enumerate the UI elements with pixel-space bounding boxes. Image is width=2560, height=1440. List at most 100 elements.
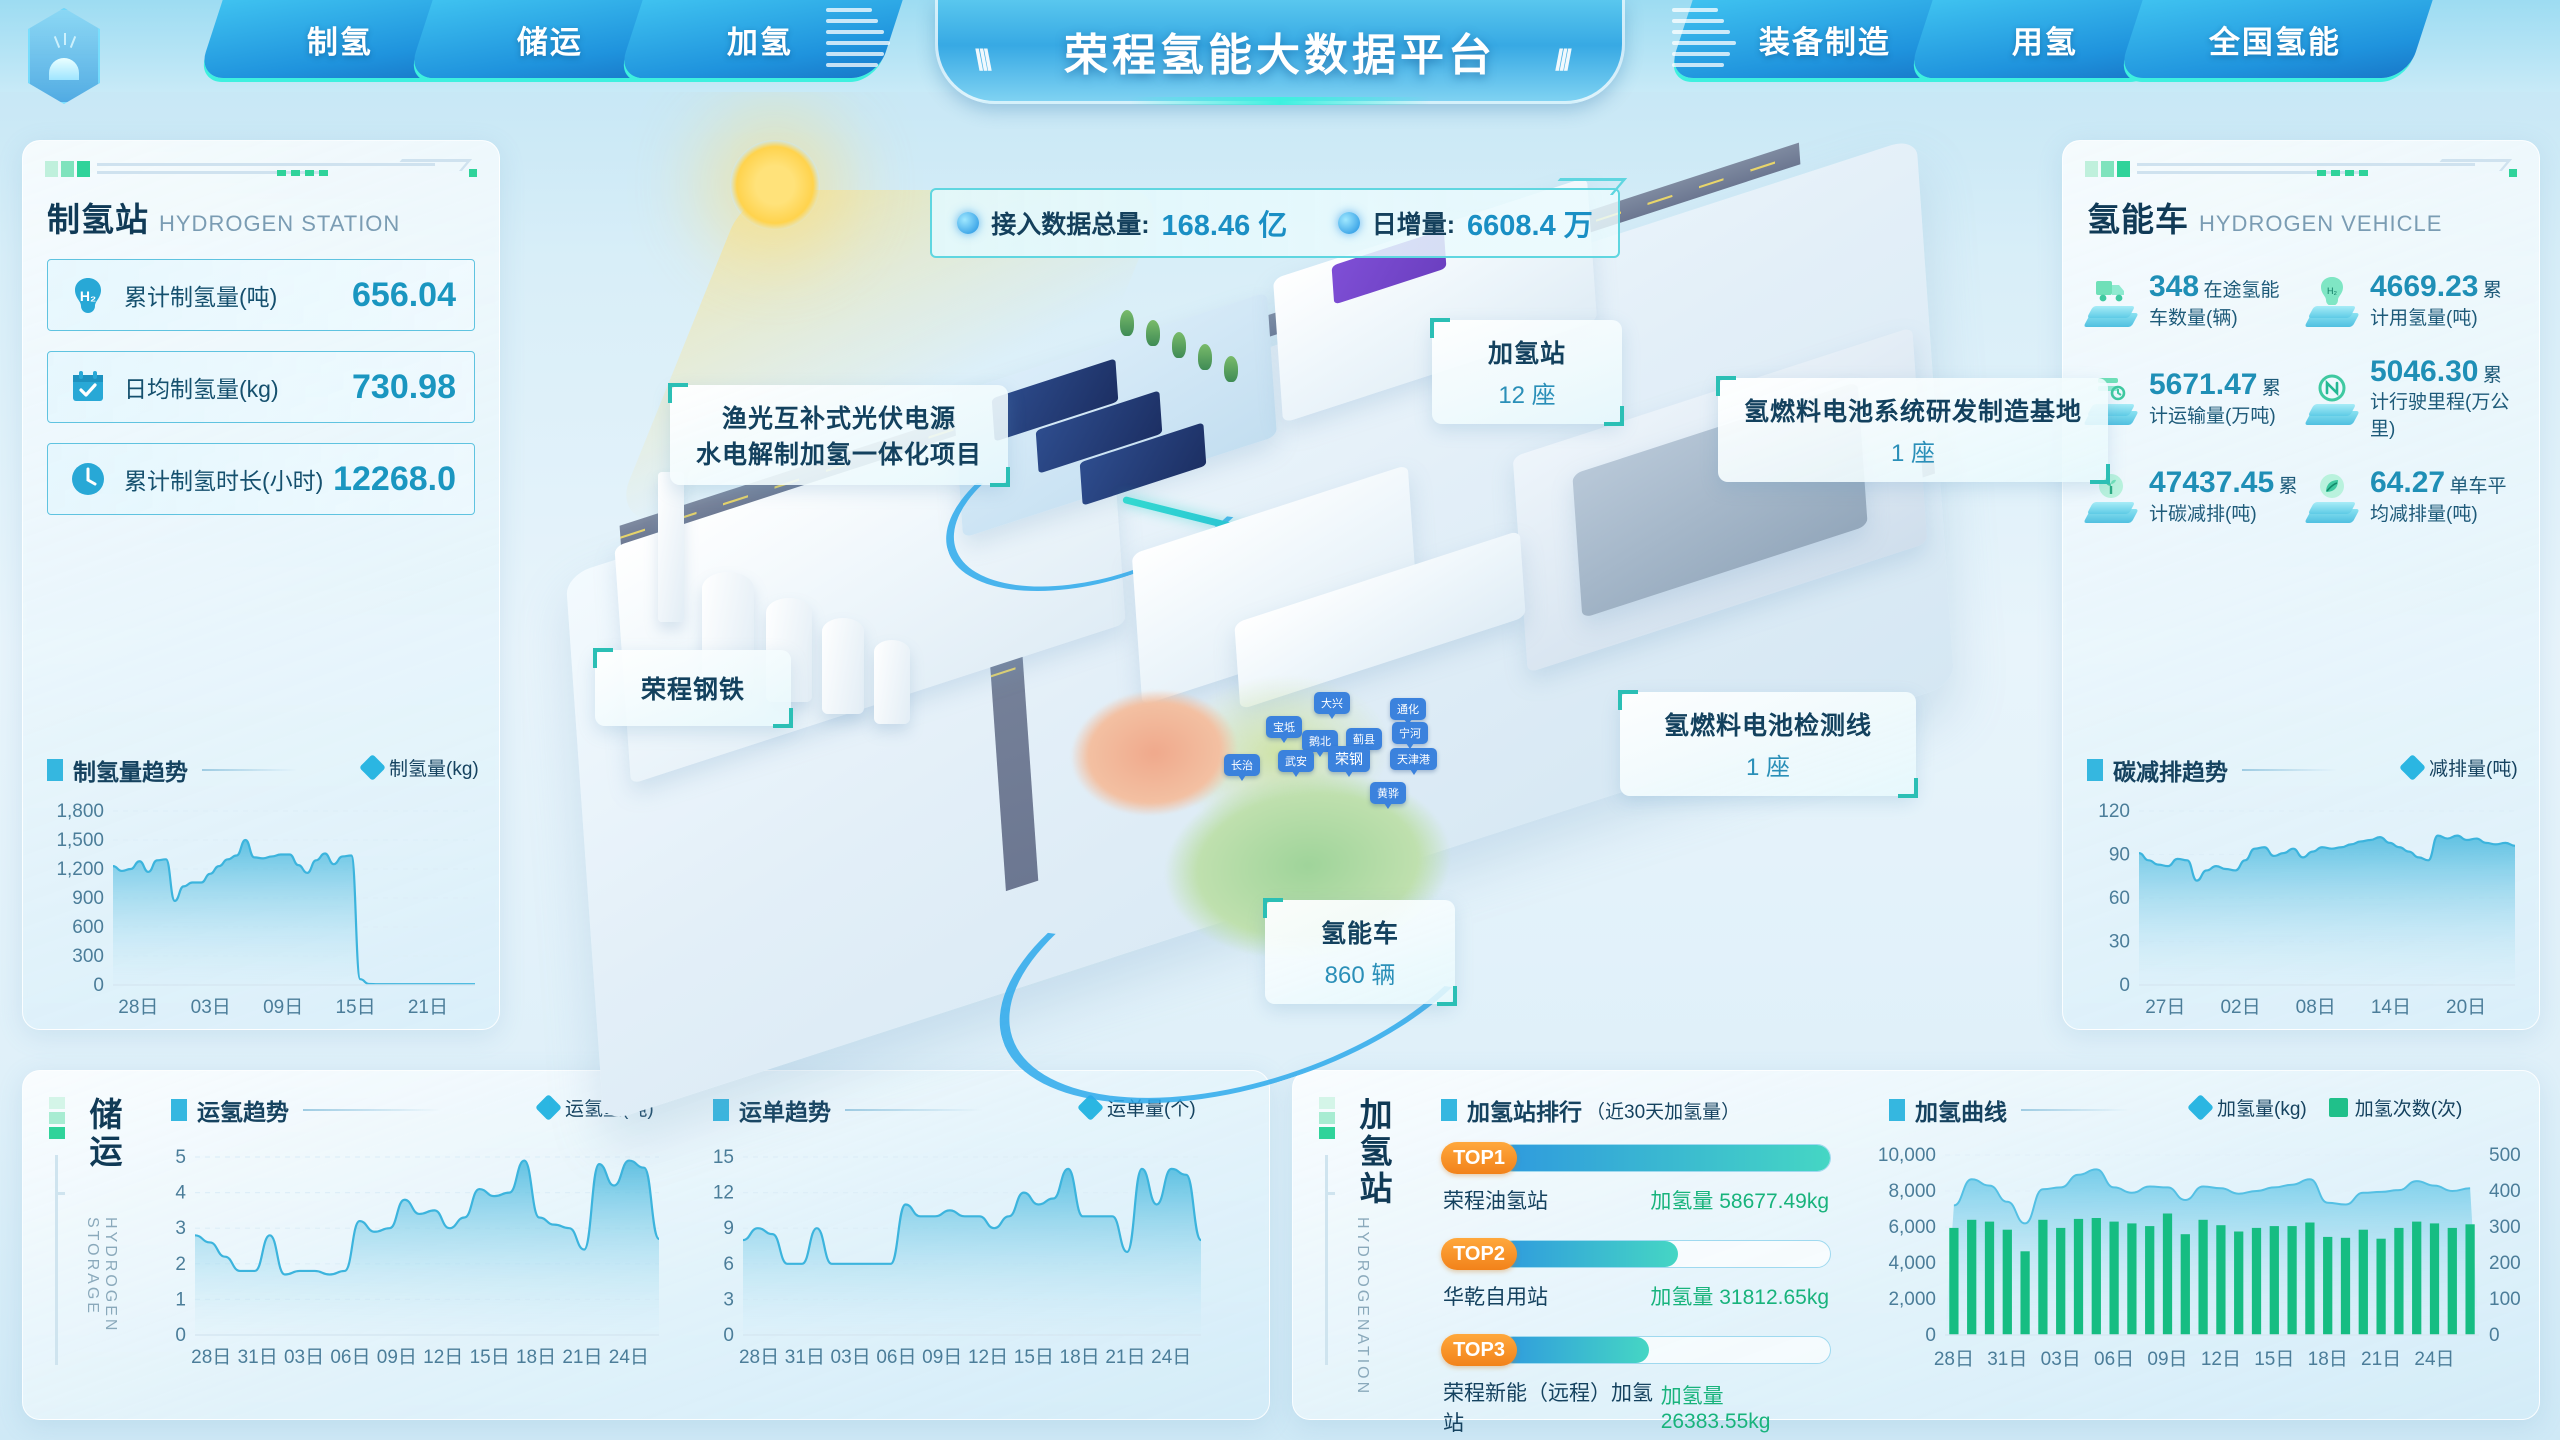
daily-increment-metric: 日增量: 6608.4 万 — [1337, 202, 1593, 244]
chart-marker-icon — [1889, 1099, 1905, 1121]
map-pin[interactable]: 武安 — [1278, 750, 1314, 777]
title-slash-right-icon: /// — [1555, 44, 1572, 77]
storage-side-label: 储运 HYDROGEN STORAGE — [49, 1097, 127, 1393]
callout-hydrogen-refill-station[interactable]: 加氢站 12 座 — [1429, 318, 1625, 426]
scene-tree — [1198, 344, 1212, 370]
scene-tree — [1172, 332, 1186, 358]
rank-amount: 加氢量 31812.65kg — [1650, 1286, 1829, 1309]
map-pin[interactable]: 黄骅 — [1370, 782, 1406, 809]
vehicle-stat-carbon[interactable]: 47437.45 累计碳减排(吨) — [2083, 467, 2298, 526]
svg-text:27日: 27日 — [2145, 997, 2185, 1018]
panel-decoration-bar — [45, 159, 477, 181]
h2-icon: H₂ — [66, 273, 110, 317]
chart-marker-icon — [2087, 759, 2103, 781]
chart-title: 运单趋势 — [739, 1099, 831, 1125]
nav-label: 制氢 — [307, 24, 373, 60]
svg-text:28日: 28日 — [1934, 1349, 1974, 1370]
chart-marker-icon — [47, 759, 63, 781]
callout-fuelcell-test-line[interactable]: 氢燃料电池检测线 1 座 — [1617, 690, 1919, 798]
stat-row-total-hydrogen[interactable]: H₂ 累计制氢量(吨) 656.04 — [47, 259, 475, 331]
clock-icon — [66, 457, 110, 501]
vehicle-stat-transport[interactable]: 5671.47 累计运输量(万吨) — [2083, 356, 2298, 442]
map-pin[interactable]: 荣钢 — [1328, 746, 1370, 777]
hydrogen-trend-header: 制氢量趋势 — [47, 753, 297, 787]
svg-text:2,000: 2,000 — [1888, 1289, 1936, 1310]
vehicle-stat-h2used[interactable]: H₂ 4669.23 累计用氢量(吨) — [2304, 271, 2519, 330]
rank-item-1[interactable]: TOP1 荣程油氢站 加氢量 58677.49kg — [1441, 1142, 1831, 1215]
stat-value: 348 — [2149, 270, 2200, 303]
hydrogenation-title-en: HYDROGENATION — [1354, 1217, 1371, 1397]
stat-value: 730.98 — [352, 367, 456, 406]
svg-text:12日: 12日 — [968, 1347, 1008, 1368]
logo-ray-icon — [64, 33, 66, 45]
svg-text:06日: 06日 — [876, 1347, 916, 1368]
chart-hydrogen-production: 0 300 600 900 1,200 1,500 1,800 28日 03日 09日 15日 21日 — [56, 801, 475, 1018]
svg-text:100: 100 — [2489, 1289, 2521, 1310]
nav-label: 全国氢能 — [2209, 24, 2341, 60]
stat-label: 累计制氢时长(小时) — [124, 468, 324, 494]
svg-text:600: 600 — [72, 917, 104, 938]
stat-value: 64.27 — [2370, 466, 2446, 499]
panel-hydrogen-vehicle: 氢能车 HYDROGEN VEHICLE 348 在途氢能车数量(辆) H₂ 4… — [2062, 140, 2540, 1030]
map-pin[interactable]: 通化 — [1390, 698, 1426, 725]
svg-text:03日: 03日 — [191, 997, 231, 1018]
vehicle-stat-mileage[interactable]: 5046.30 累计行驶里程(万公里) — [2304, 354, 2519, 442]
transport-trend-header: 运氢趋势 — [171, 1093, 441, 1127]
nav-label: 用氢 — [2012, 24, 2078, 60]
svg-text:500: 500 — [2489, 1145, 2521, 1166]
header-decoration-lines-right — [1672, 8, 1736, 78]
rank-item-2[interactable]: TOP2 华乾自用站 加氢量 31812.65kg — [1441, 1238, 1831, 1311]
svg-text:90: 90 — [2109, 845, 2130, 866]
callout-line1: 氢燃料电池系统研发制造基地 — [1744, 398, 2083, 426]
vehicle-stat-onroad[interactable]: 348 在途氢能车数量(辆) — [2083, 271, 2298, 330]
rank-track — [1499, 1336, 1831, 1364]
panel-hydrogen-storage: 储运 HYDROGEN STORAGE 运氢趋势 运氢量(吨) 01234528… — [22, 1070, 1270, 1420]
svg-text:400: 400 — [2489, 1181, 2521, 1202]
map-pin[interactable]: 天津港 — [1390, 748, 1437, 775]
map-pin[interactable]: 宝坻 — [1266, 716, 1302, 743]
nav-tab-quanguo[interactable]: 全国氢能 — [2117, 0, 2433, 78]
rank-item-3[interactable]: TOP3 荣程新能（远程）加氢站 加氢量 26383.55kg — [1441, 1334, 1831, 1437]
h2-tank-icon: H₂ — [2304, 271, 2360, 329]
logo-hexagon-icon — [28, 8, 100, 104]
chart-rule — [202, 769, 297, 771]
rank-station-name: 荣程新能（远程）加氢站 — [1443, 1382, 1653, 1435]
callout-fuelcell-rnd-base[interactable]: 氢燃料电池系统研发制造基地 1 座 — [1715, 376, 2111, 484]
truck-icon — [2083, 271, 2139, 329]
stat-label: 累计碳减排(吨) — [2149, 476, 2298, 525]
callout-sub: 1 座 — [1891, 440, 1936, 467]
hydrogenation-curve-header: 加氢曲线 — [1889, 1093, 2129, 1127]
stat-label: 单车平均减排量(吨) — [2370, 476, 2507, 525]
vehicle-stat-avg-reduction[interactable]: 64.27 单车平均减排量(吨) — [2304, 467, 2519, 526]
legend-diamond-icon — [2187, 1094, 2214, 1121]
panel-title-cn: 氢能车 — [2087, 201, 2189, 238]
stat-label: 累计运输量(万吨) — [2149, 378, 2281, 427]
panel-decoration-bar — [2085, 159, 2517, 181]
svg-text:21日: 21日 — [408, 997, 448, 1018]
legend-label: 加氢次数(次) — [2354, 1099, 2463, 1120]
map-pin[interactable]: 宁河 — [1392, 722, 1428, 749]
svg-text:18日: 18日 — [1060, 1347, 1100, 1368]
svg-text:2: 2 — [175, 1254, 186, 1275]
map-pin[interactable]: 长治 — [1224, 754, 1260, 781]
hydrogenation-title-cn: 加氢站 — [1355, 1097, 1392, 1208]
callout-pv-hydrogen-project[interactable]: 渔光互补式光伏电源 水电解制加氢一体化项目 — [667, 383, 1011, 487]
hydrogen-trend-legend: 制氢量(kg) — [359, 754, 479, 781]
rank-fill — [1500, 1337, 1649, 1363]
chart-title: 运氢趋势 — [197, 1099, 289, 1125]
stat-row-daily-hydrogen[interactable]: 日均制氢量(kg) 730.98 — [47, 351, 475, 423]
order-trend-header: 运单趋势 — [713, 1093, 983, 1127]
svg-text:21日: 21日 — [1105, 1347, 1145, 1368]
svg-text:31日: 31日 — [238, 1347, 278, 1368]
callout-line2: 水电解制加氢一体化项目 — [696, 441, 983, 469]
stat-value: 5046.30 — [2370, 354, 2479, 388]
map-pin[interactable]: 大兴 — [1314, 692, 1350, 719]
data-summary-bar: 接入数据总量: 168.46 亿 日增量: 6608.4 万 — [930, 188, 1620, 258]
callout-hydrogen-vehicle-count[interactable]: 氢能车 860 辆 — [1262, 898, 1458, 1006]
daily-label: 日增量: — [1371, 211, 1456, 239]
svg-text:18日: 18日 — [2308, 1349, 2348, 1370]
stat-row-total-hours[interactable]: 累计制氢时长(小时) 12268.0 — [47, 443, 475, 515]
hydrogen-station-title: 制氢站 HYDROGEN STATION — [47, 193, 400, 241]
callout-rongcheng-steel[interactable]: 荣程钢铁 — [592, 648, 794, 728]
rank-fill — [1500, 1145, 1830, 1171]
